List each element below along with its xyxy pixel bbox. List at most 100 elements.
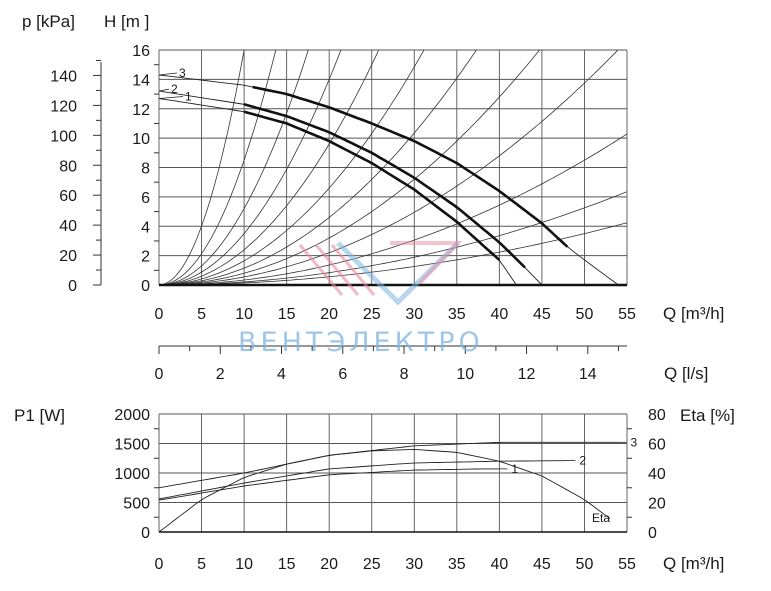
eta-tick-label: 0 [648, 525, 657, 542]
bottom-x-tick-label: 50 [576, 556, 594, 573]
bottom-x-tick-label: 40 [490, 556, 508, 573]
eta-curve-label: Eta [592, 511, 610, 525]
head-tick-label: 8 [141, 161, 150, 178]
top-x-tick-label: 40 [490, 306, 508, 323]
pressure-tick-label: 60 [59, 188, 77, 205]
top-chart-head-axis-title: H [m ] [104, 12, 149, 31]
system-curve [159, 50, 619, 285]
bottom-x-tick-label: 55 [618, 556, 636, 573]
pump-curve-2-label: 2 [171, 82, 178, 96]
bottom-x-tick-label: 45 [533, 556, 551, 573]
bottom-chart-x-axis-title: Q [m³/h] [663, 554, 724, 573]
bottom-x-tick-label: 30 [405, 556, 423, 573]
eta-tick-label: 20 [648, 496, 666, 513]
top-chart-pressure-axis-title: p [kPa] [22, 12, 75, 31]
bottom-x-tick-label: 10 [235, 556, 253, 573]
power-curve-2 [158, 460, 568, 500]
power-tick-label: 1500 [114, 437, 150, 454]
top-x-tick-label: 30 [405, 306, 423, 323]
watermark-stripe [298, 244, 344, 296]
top-x-tick-label: 35 [448, 306, 466, 323]
secondary-tick-label: 0 [155, 366, 164, 383]
secondary-tick-label: 6 [338, 366, 347, 383]
system-curve [159, 50, 380, 285]
pump-curve-2-bold [243, 103, 526, 269]
pressure-tick-label: 0 [68, 278, 77, 295]
power-curve-3-label: 3 [630, 435, 637, 449]
secondary-tick-label: 2 [216, 366, 225, 383]
pump-curve-1-leader [158, 96, 184, 99]
power-curve-1-label: 1 [511, 462, 518, 476]
secondary-tick-label: 8 [400, 366, 409, 383]
pump-curve-1-label: 1 [185, 89, 192, 103]
head-tick-label: 0 [141, 278, 150, 295]
power-chart: 0 5 10 15 20 25 30 35 40 45 50 55 0 500 1000 1500 2000 0 2… [114, 407, 665, 573]
secondary-tick-label: 14 [579, 366, 597, 383]
watermark-text: ВЕНТЭЛЕКТРО [238, 327, 484, 358]
pump-curve-3-leader [158, 72, 178, 76]
bottom-chart-eta-axis-title: Eta [%] [680, 406, 735, 425]
bottom-x-tick-label: 25 [363, 556, 381, 573]
eta-tick-label: 40 [648, 466, 666, 483]
secondary-tick-label: 12 [518, 366, 536, 383]
system-curve [159, 50, 477, 285]
system-curve [159, 222, 627, 285]
power-curve-2-label: 2 [579, 454, 586, 468]
head-tick-label: 12 [132, 102, 150, 119]
secondary-x-axis: 0 2 4 6 8 10 12 14 [155, 345, 627, 383]
eta-tick-label: 80 [648, 407, 666, 424]
eta-tick-label: 60 [648, 437, 666, 454]
power-tick-label: 500 [123, 496, 150, 513]
watermark-stripe [330, 244, 376, 296]
pump-curve-3-bold [252, 85, 569, 248]
top-chart-x-axis-title: Q [m³/h] [663, 304, 724, 323]
top-x-tick-label: 10 [235, 306, 253, 323]
power-curve-3 [158, 441, 619, 489]
secondary-tick-label: 10 [456, 366, 474, 383]
head-tick-label: 14 [132, 72, 150, 89]
head-tick-label: 4 [141, 219, 150, 236]
power-curve-Eta [158, 448, 611, 533]
pressure-tick-label: 80 [59, 158, 77, 175]
system-curve [159, 50, 342, 285]
system-curve [159, 50, 277, 285]
pressure-tick-label: 100 [50, 128, 77, 145]
head-chart: 0 5 10 15 20 25 30 35 40 45 50 55024681012141602040… [50, 43, 636, 323]
top-x-tick-label: 0 [155, 306, 164, 323]
system-curve [159, 50, 541, 285]
head-tick-label: 10 [132, 131, 150, 148]
bottom-x-tick-label: 35 [448, 556, 466, 573]
system-curve [159, 50, 245, 285]
power-tick-label: 1000 [114, 466, 150, 483]
pump-curve-1-bold [243, 110, 501, 261]
pressure-tick-label: 20 [59, 248, 77, 265]
secondary-tick-label: 4 [277, 366, 286, 383]
system-curve [159, 50, 309, 285]
system-curve [159, 133, 627, 285]
top-x-tick-label: 25 [363, 306, 381, 323]
pump-curve-2-leader [158, 88, 170, 92]
head-tick-label: 16 [132, 43, 150, 60]
power-curve-1 [158, 468, 500, 501]
bottom-x-tick-label: 15 [278, 556, 296, 573]
top-x-tick-label: 15 [278, 306, 296, 323]
watermark-stripe [314, 244, 360, 296]
system-curve [159, 50, 425, 285]
top-x-tick-label: 50 [576, 306, 594, 323]
system-curve [159, 191, 627, 285]
top-x-tick-label: 5 [197, 306, 206, 323]
secondary-x-axis-title: Q [l/s] [664, 364, 708, 383]
bottom-x-tick-label: 20 [320, 556, 338, 573]
power-tick-label: 2000 [114, 407, 150, 424]
top-x-tick-label: 45 [533, 306, 551, 323]
power-tick-label: 0 [141, 525, 150, 542]
top-x-tick-label: 20 [320, 306, 338, 323]
head-tick-label: 2 [141, 249, 150, 266]
pump-curve-3-label: 3 [179, 66, 186, 80]
head-tick-label: 6 [141, 190, 150, 207]
pressure-tick-label: 40 [59, 218, 77, 235]
bottom-x-tick-label: 5 [197, 556, 206, 573]
watermark-triangle [390, 241, 463, 285]
pressure-tick-label: 140 [50, 68, 77, 85]
